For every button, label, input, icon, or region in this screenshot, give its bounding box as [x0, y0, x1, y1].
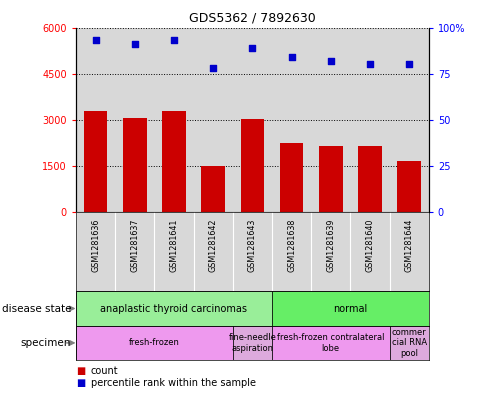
Point [366, 61, 374, 68]
Text: count: count [91, 366, 118, 376]
Bar [397, 162, 421, 212]
Bar [162, 111, 186, 212]
Text: GSM1281642: GSM1281642 [209, 219, 218, 272]
Bar [390, 326, 429, 360]
Bar [84, 111, 107, 212]
Point [327, 58, 335, 64]
Text: disease state: disease state [1, 303, 71, 314]
Text: ■: ■ [76, 378, 85, 388]
Text: specimen: specimen [21, 338, 71, 348]
Bar [76, 291, 272, 326]
Bar [358, 146, 382, 212]
Text: commer
cial RNA
pool: commer cial RNA pool [392, 328, 427, 358]
Text: fresh-frozen: fresh-frozen [129, 338, 180, 347]
Bar [76, 326, 233, 360]
Bar [272, 291, 429, 326]
Point [248, 45, 256, 51]
Point [405, 61, 413, 68]
Text: GSM1281639: GSM1281639 [326, 219, 335, 272]
Bar [319, 146, 343, 212]
Point [131, 41, 139, 47]
Text: GSM1281640: GSM1281640 [366, 219, 374, 272]
Bar [272, 326, 390, 360]
Text: GSM1281636: GSM1281636 [91, 219, 100, 272]
Bar [241, 119, 264, 212]
Text: GSM1281638: GSM1281638 [287, 219, 296, 272]
Point [170, 37, 178, 44]
Text: GSM1281637: GSM1281637 [130, 219, 139, 272]
Text: fine-needle
aspiration: fine-needle aspiration [228, 333, 276, 353]
Point [209, 65, 217, 71]
Bar [280, 143, 303, 212]
Point [288, 54, 295, 60]
Text: anaplastic thyroid carcinomas: anaplastic thyroid carcinomas [100, 303, 247, 314]
Bar [201, 166, 225, 212]
Text: percentile rank within the sample: percentile rank within the sample [91, 378, 256, 388]
Title: GDS5362 / 7892630: GDS5362 / 7892630 [189, 12, 316, 25]
Point [92, 37, 99, 44]
Text: normal: normal [333, 303, 368, 314]
Text: GSM1281643: GSM1281643 [248, 219, 257, 272]
Bar [123, 118, 147, 212]
Text: ■: ■ [76, 366, 85, 376]
Text: GSM1281641: GSM1281641 [170, 219, 178, 272]
Text: fresh-frozen contralateral
lobe: fresh-frozen contralateral lobe [277, 333, 385, 353]
Text: GSM1281644: GSM1281644 [405, 219, 414, 272]
Bar [233, 326, 272, 360]
